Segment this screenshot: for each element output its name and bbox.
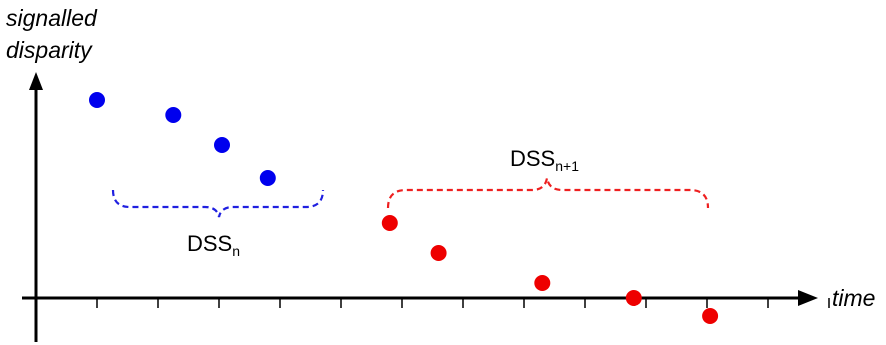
dss-n1-point-5 xyxy=(702,308,719,324)
dss-n1-label-sub: n+1 xyxy=(555,158,579,174)
x-axis-ticks xyxy=(96,298,830,308)
dss-n-label-sub: n xyxy=(232,243,240,259)
dss-n1-point-4 xyxy=(625,290,642,306)
dss-n1-point-3 xyxy=(534,275,551,291)
dss-n1-label: DSSn+1 xyxy=(510,146,579,174)
dss-n-label-main: DSS xyxy=(187,231,232,256)
dss-n1-point-1 xyxy=(381,215,398,231)
y-axis-title-line1: signalled xyxy=(6,5,98,31)
dss-n-point-1 xyxy=(89,92,105,108)
dss-n-label: DSSn xyxy=(187,231,240,259)
dss-n-point-4 xyxy=(259,170,276,186)
dss-n-brace xyxy=(111,189,325,218)
y-axis-title-line2: disparity xyxy=(6,37,93,63)
x-axis-title: time xyxy=(832,285,875,311)
x-axis-arrowhead xyxy=(798,290,818,306)
dss-n1-brace xyxy=(386,177,710,209)
data-points xyxy=(89,92,719,324)
dss-n-point-2 xyxy=(165,107,182,123)
dss-n1-label-main: DSS xyxy=(510,146,555,171)
dss-n1-point-2 xyxy=(430,245,447,261)
dss-n-point-3 xyxy=(214,137,230,153)
y-axis-arrowhead xyxy=(29,72,43,90)
